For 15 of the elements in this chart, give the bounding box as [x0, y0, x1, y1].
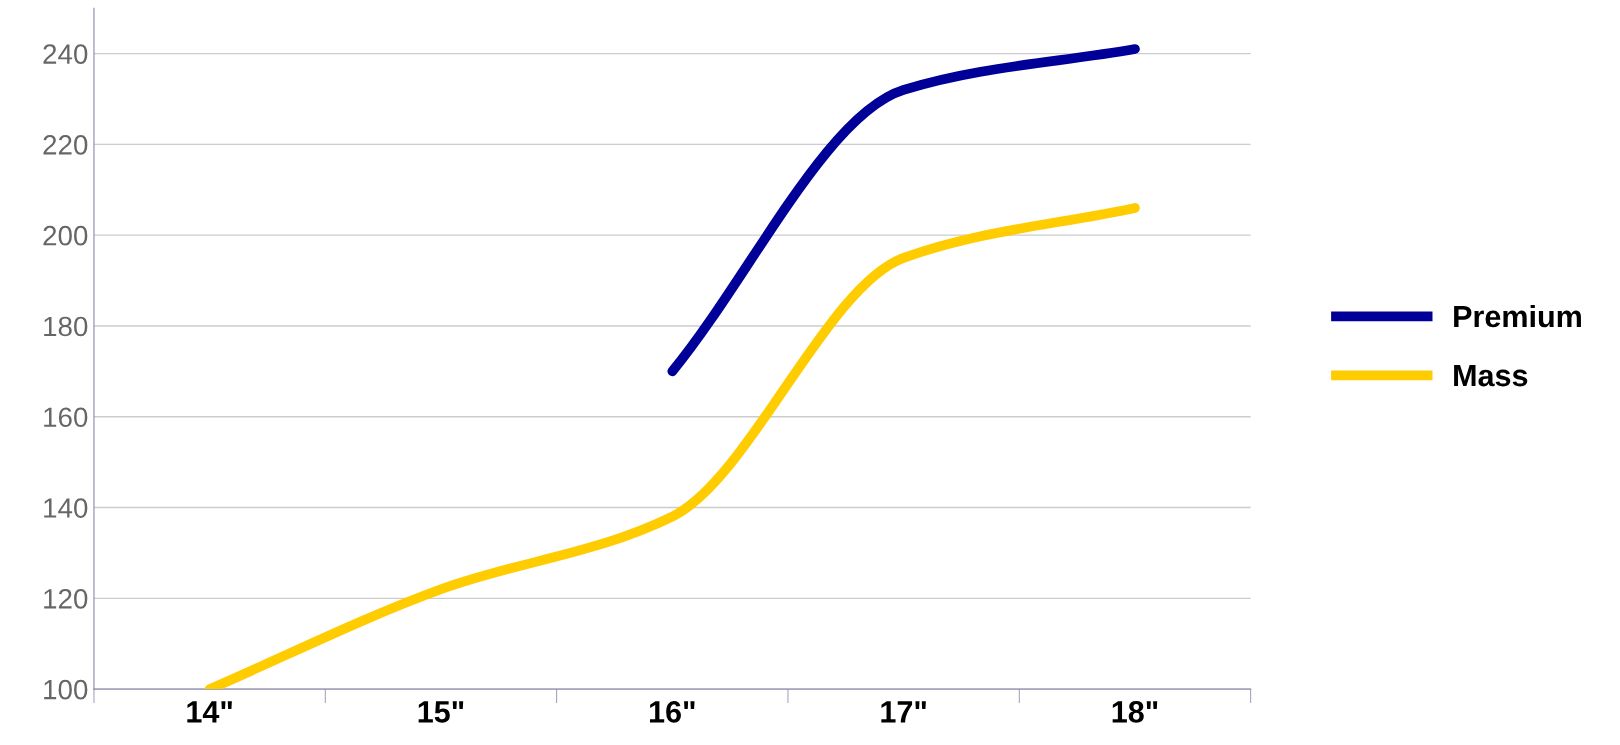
- y-tick-label: 100: [44, 679, 88, 700]
- x-tick-label: 16": [649, 701, 695, 723]
- x-tick-label: 17": [881, 701, 926, 723]
- y-tick-label: 220: [43, 135, 88, 155]
- y-tick-label: 160: [44, 407, 88, 428]
- y-tick-label: 180: [44, 316, 88, 337]
- legend-label: Premium: [1454, 304, 1581, 328]
- legend-label: Mass: [1454, 365, 1528, 387]
- y-tick-label: 200: [43, 225, 88, 246]
- x-tick-label: 14": [187, 701, 232, 723]
- y-tick-label: 120: [44, 589, 88, 609]
- y-tick-label: 140: [44, 498, 88, 518]
- y-tick-label: 240: [43, 44, 88, 64]
- x-tick-label: 18": [1112, 701, 1158, 723]
- x-tick-label: 15": [418, 701, 464, 723]
